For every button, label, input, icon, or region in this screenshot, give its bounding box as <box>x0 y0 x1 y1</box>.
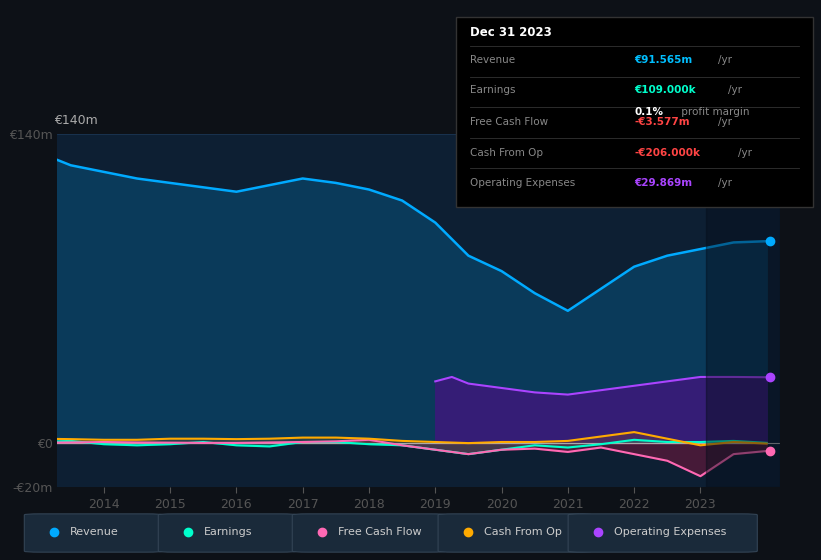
Text: Earnings: Earnings <box>204 527 253 537</box>
Text: €140m: €140m <box>54 114 98 127</box>
Text: Operating Expenses: Operating Expenses <box>470 179 576 188</box>
Text: -€3.577m: -€3.577m <box>635 118 690 128</box>
Text: Free Cash Flow: Free Cash Flow <box>338 527 422 537</box>
Text: Revenue: Revenue <box>70 527 119 537</box>
Text: /yr: /yr <box>718 55 732 64</box>
Text: €29.869m: €29.869m <box>635 179 692 188</box>
FancyBboxPatch shape <box>438 514 592 552</box>
FancyBboxPatch shape <box>456 17 813 207</box>
FancyBboxPatch shape <box>158 514 296 552</box>
Text: 0.1%: 0.1% <box>635 107 663 117</box>
Text: €109.000k: €109.000k <box>635 85 696 95</box>
Text: /yr: /yr <box>738 148 752 158</box>
Text: -€206.000k: -€206.000k <box>635 148 700 158</box>
Text: profit margin: profit margin <box>678 107 750 117</box>
Text: Operating Expenses: Operating Expenses <box>614 527 727 537</box>
Text: Free Cash Flow: Free Cash Flow <box>470 118 548 128</box>
FancyBboxPatch shape <box>25 514 163 552</box>
Text: Cash From Op: Cash From Op <box>484 527 562 537</box>
FancyBboxPatch shape <box>292 514 446 552</box>
Text: Revenue: Revenue <box>470 55 515 64</box>
Text: €91.565m: €91.565m <box>635 55 692 64</box>
FancyBboxPatch shape <box>568 514 757 552</box>
Text: Cash From Op: Cash From Op <box>470 148 543 158</box>
Text: /yr: /yr <box>727 85 742 95</box>
Text: Dec 31 2023: Dec 31 2023 <box>470 26 552 39</box>
Text: /yr: /yr <box>718 118 732 128</box>
Text: /yr: /yr <box>718 179 732 188</box>
Bar <box>706 134 780 487</box>
Text: Earnings: Earnings <box>470 85 516 95</box>
